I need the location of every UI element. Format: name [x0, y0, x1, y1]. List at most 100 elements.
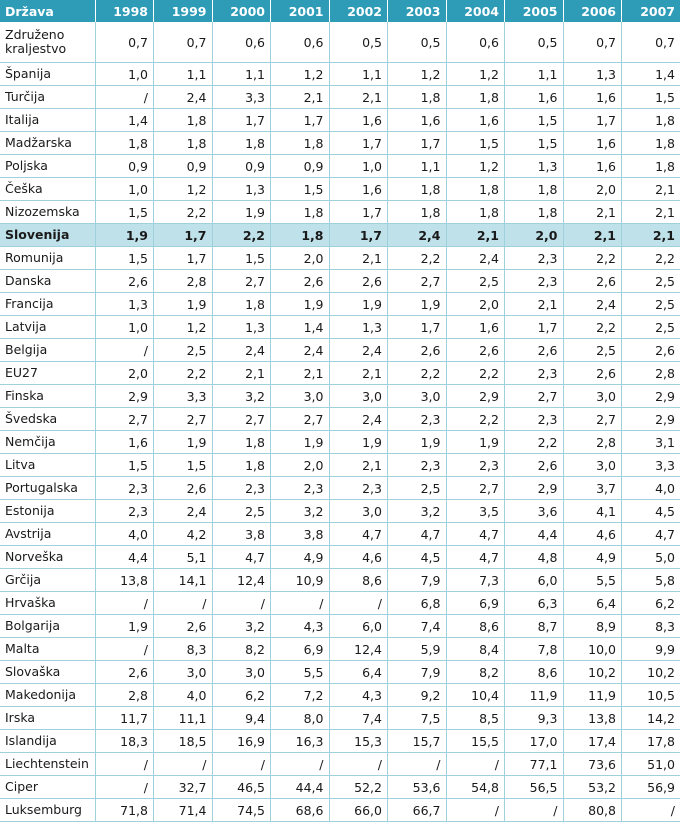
value-cell: 2,1: [621, 177, 680, 201]
value-cell: 1,2: [153, 315, 213, 339]
value-cell: 0,5: [329, 22, 388, 63]
value-cell: /: [153, 752, 213, 776]
value-cell: 2,8: [95, 683, 154, 707]
value-cell: 1,9: [329, 292, 388, 316]
table-row: Švedska 2,7 2,7 2,7 2,7 2,4 2,3 2,2 2,3 2,7 2,9: [0, 407, 680, 431]
value-cell: 2,3: [329, 476, 388, 500]
value-cell: 1,1: [212, 62, 271, 86]
value-cell: 1,6: [446, 315, 505, 339]
column-header-year: 2005: [504, 0, 564, 22]
value-cell: 2,2: [446, 407, 505, 431]
value-cell: 2,1: [270, 85, 330, 109]
value-cell: 2,9: [504, 476, 564, 500]
value-cell: 66,0: [329, 798, 388, 822]
value-cell: 0,7: [153, 22, 213, 63]
value-cell: 51,0: [621, 752, 680, 776]
country-cell: Estonija: [0, 499, 96, 523]
value-cell: 1,5: [621, 85, 680, 109]
country-cell: Francija: [0, 292, 96, 316]
value-cell: 1,8: [153, 108, 213, 132]
value-cell: 2,6: [329, 269, 388, 293]
value-cell: 7,4: [329, 706, 388, 730]
table-row: Danska 2,6 2,8 2,7 2,6 2,6 2,7 2,5 2,3 2,6 2,5: [0, 269, 680, 293]
value-cell: 17,0: [504, 729, 564, 753]
table-row: Italija 1,4 1,8 1,7 1,7 1,6 1,6 1,6 1,5 1,7 1,8: [0, 108, 680, 132]
value-cell: 7,3: [446, 568, 505, 592]
value-cell: /: [446, 752, 505, 776]
value-cell: 1,9: [270, 292, 330, 316]
value-cell: 1,6: [329, 177, 388, 201]
country-cell: Nemčija: [0, 430, 96, 454]
column-header-country: Država: [0, 0, 96, 22]
value-cell: 52,2: [329, 775, 388, 799]
value-cell: 3,2: [270, 499, 330, 523]
value-cell: 10,4: [446, 683, 505, 707]
table-row: Malta/8,3 8,2 6,9 12,4 5,9 8,4 7,8 10,0 9,9: [0, 637, 680, 661]
value-cell: 2,6: [153, 614, 213, 638]
country-cell: Španija: [0, 62, 96, 86]
table-body: Združeno kraljestvo 0,7 0,7 0,6 0,6 0,5 0,5 0,6…: [0, 22, 680, 822]
value-cell: 13,8: [95, 568, 154, 592]
value-cell: 2,5: [621, 292, 680, 316]
value-cell: 2,1: [329, 453, 388, 477]
value-cell: 3,8: [270, 522, 330, 546]
table-row: Poljska 0,9 0,9 0,9 0,9 1,0 1,1 1,2 1,3 1,6 1,8: [0, 154, 680, 178]
value-cell: 1,2: [387, 62, 447, 86]
country-cell: Bolgarija: [0, 614, 96, 638]
country-cell: Italija: [0, 108, 96, 132]
table-row: Turčija/2,4 3,3 2,1 2,1 1,8 1,8 1,6 1,6 1,5: [0, 85, 680, 109]
value-cell: 56,5: [504, 775, 564, 799]
country-cell: Malta: [0, 637, 96, 661]
value-cell: 2,6: [563, 269, 622, 293]
value-cell: 2,0: [446, 292, 505, 316]
value-cell: 4,2: [153, 522, 213, 546]
value-cell: 2,0: [504, 223, 564, 247]
value-cell: 2,7: [270, 407, 330, 431]
value-cell: 8,6: [446, 614, 505, 638]
country-cell: Luksemburg: [0, 798, 96, 822]
table-row: Norveška 4,4 5,1 4,7 4,9 4,6 4,5 4,7 4,8 4,9 5,0: [0, 545, 680, 569]
value-cell: 3,0: [153, 660, 213, 684]
value-cell: 1,8: [270, 223, 330, 247]
value-cell: 2,9: [621, 407, 680, 431]
value-cell: 1,7: [153, 246, 213, 270]
value-cell: 2,2: [621, 246, 680, 270]
value-cell: 66,7: [387, 798, 447, 822]
value-cell: 1,6: [563, 154, 622, 178]
value-cell: /: [270, 591, 330, 615]
table-row: Avstrija 4,0 4,2 3,8 3,8 4,7 4,7 4,7 4,4 4,6 4,7: [0, 522, 680, 546]
country-cell: Ciper: [0, 775, 96, 799]
value-cell: 2,8: [563, 430, 622, 454]
value-cell: 1,2: [446, 62, 505, 86]
value-cell: 2,4: [563, 292, 622, 316]
table-row: Madžarska 1,8 1,8 1,8 1,8 1,7 1,7 1,5 1,5 1,6 1,8: [0, 131, 680, 155]
table-row: Luksemburg 71,8 71,4 74,5 68,6 66,0 66,7//80,8…: [0, 798, 680, 822]
table-row: Belgija/2,5 2,4 2,4 2,4 2,6 2,6 2,6 2,5 2,6: [0, 338, 680, 362]
value-cell: 1,1: [387, 154, 447, 178]
value-cell: 4,6: [563, 522, 622, 546]
value-cell: 11,1: [153, 706, 213, 730]
value-cell: 80,8: [563, 798, 622, 822]
value-cell: 4,4: [504, 522, 564, 546]
value-cell: 2,1: [563, 200, 622, 224]
value-cell: 2,3: [504, 246, 564, 270]
value-cell: /: [504, 798, 564, 822]
value-cell: 10,2: [563, 660, 622, 684]
value-cell: 2,9: [95, 384, 154, 408]
value-cell: 3,7: [563, 476, 622, 500]
value-cell: 2,7: [387, 269, 447, 293]
table-row: Romunija 1,5 1,7 1,5 2,0 2,1 2,2 2,4 2,3 2,2 2,2: [0, 246, 680, 270]
value-cell: 4,3: [270, 614, 330, 638]
value-cell: 1,8: [153, 131, 213, 155]
value-cell: 1,4: [621, 62, 680, 86]
value-cell: 6,3: [504, 591, 564, 615]
value-cell: 6,4: [563, 591, 622, 615]
value-cell: 1,9: [212, 200, 271, 224]
value-cell: 44,4: [270, 775, 330, 799]
table-row: Islandija 18,3 18,5 16,9 16,3 15,3 15,7 15,5 17,…: [0, 729, 680, 753]
value-cell: /: [95, 752, 154, 776]
value-cell: 2,2: [563, 246, 622, 270]
value-cell: 3,0: [270, 384, 330, 408]
header-row: Država 1998 1999 2000 2001 2002 2003 200…: [0, 0, 680, 22]
value-cell: 4,7: [212, 545, 271, 569]
